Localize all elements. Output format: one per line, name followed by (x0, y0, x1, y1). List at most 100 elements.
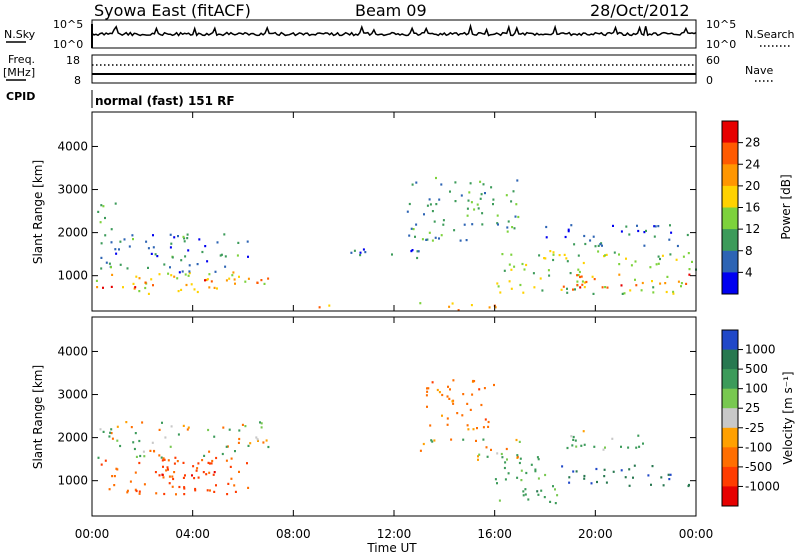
velocity-cell (478, 453, 481, 456)
velocity-cell (429, 424, 432, 427)
power-cell (238, 275, 240, 278)
power-cell (523, 268, 526, 271)
velocity-cell (241, 423, 244, 426)
power-cell (438, 198, 441, 201)
power-cell (454, 200, 457, 203)
power-cell (119, 240, 122, 243)
colorbar-swatch (722, 349, 738, 370)
power-cell (505, 194, 508, 197)
velocity-cell (193, 477, 196, 480)
velocity-cell (480, 403, 483, 407)
power-cell (110, 228, 113, 231)
velocity-cell (116, 468, 119, 471)
colorbar-swatch (722, 164, 738, 187)
power-cell (585, 280, 588, 284)
velocity-cell (536, 490, 539, 493)
power-cell (481, 223, 484, 226)
power-cell (188, 272, 191, 275)
power-cell (144, 286, 147, 290)
velocity-cell (527, 498, 530, 501)
power-cell (634, 260, 637, 263)
colorbar-swatch (722, 142, 738, 165)
power-cell (431, 239, 434, 242)
velocity-cell (494, 478, 497, 481)
nave-right-tick-bottom: 0 (706, 74, 713, 87)
power-cell (521, 262, 524, 266)
power-cell (613, 251, 616, 254)
power-cell (415, 223, 418, 226)
power-cell (572, 288, 574, 291)
power-cell (577, 268, 580, 271)
power-cell (163, 263, 166, 266)
power-cell (569, 272, 572, 275)
freq-left-tick-top: 18 (66, 54, 80, 67)
x-tick-label: 16:00 (477, 527, 512, 541)
power-cell (359, 254, 362, 257)
power-cell (511, 226, 514, 229)
velocity-cell (462, 438, 465, 441)
velocity-cell (668, 478, 671, 481)
power-cell (97, 210, 100, 213)
velocity-cell (209, 489, 211, 492)
velocity-cell (161, 421, 163, 424)
velocity-cell (556, 494, 559, 497)
velocity-cell (575, 445, 578, 448)
power-cell (182, 235, 185, 238)
power-cell (171, 256, 174, 259)
velocity-cell (498, 499, 501, 502)
y-tick-label: 4000 (57, 139, 88, 153)
power-cell (236, 254, 239, 257)
velocity-colorbar-label: Velocity [m s⁻¹] (781, 371, 795, 464)
power-cell (104, 216, 106, 220)
velocity-cell (566, 446, 569, 450)
velocity-cell (572, 470, 575, 473)
power-cell (100, 204, 103, 207)
velocity-cell (230, 477, 233, 480)
colorbar-tick-label: -500 (745, 460, 772, 474)
power-cell (466, 207, 469, 210)
power-cell (539, 277, 542, 280)
nave-right-tick-top: 60 (706, 54, 720, 67)
velocity-cell (134, 432, 137, 435)
velocity-cell (583, 443, 586, 446)
velocity-cell (522, 494, 525, 497)
power-cell (185, 283, 188, 287)
power-cell (225, 279, 228, 282)
power-cell (688, 273, 691, 276)
velocity-cell (202, 471, 205, 474)
velocity-cell (173, 462, 176, 465)
velocity-cell (590, 482, 593, 485)
velocity-cell (628, 484, 631, 487)
x-tick-label: 08:00 (276, 527, 311, 541)
power-colorbar-ticks: 28 24 20 16 12 8 4 (738, 136, 760, 279)
power-cell (687, 252, 690, 255)
power-cell (173, 275, 176, 278)
power-cell (548, 274, 551, 277)
velocity-cell (580, 444, 583, 447)
velocity-cell (249, 442, 252, 445)
velocity-cell (642, 442, 644, 445)
velocity-cell (519, 457, 522, 460)
colorbar-swatch (722, 272, 738, 295)
velocity-cell (229, 465, 232, 468)
power-cell (580, 275, 583, 278)
velocity-cell (110, 432, 113, 435)
power-cell (680, 282, 683, 285)
velocity-cell (257, 439, 259, 442)
velocity-cell (176, 460, 179, 463)
power-cell (119, 263, 122, 266)
velocity-cell (226, 493, 229, 496)
velocity-cell (143, 483, 146, 486)
velocity-cell (448, 397, 451, 400)
power-cell (488, 306, 491, 309)
power-cell (177, 290, 180, 293)
x-tick-label: 20:00 (578, 527, 613, 541)
velocity-cell (635, 446, 638, 449)
power-cell (496, 222, 499, 225)
velocity-cell (543, 496, 546, 499)
velocity-cell (215, 484, 217, 487)
power-cell (459, 239, 462, 242)
power-cell (592, 292, 595, 295)
colorbar-tick-label: 500 (745, 362, 768, 376)
power-cell (513, 265, 516, 268)
